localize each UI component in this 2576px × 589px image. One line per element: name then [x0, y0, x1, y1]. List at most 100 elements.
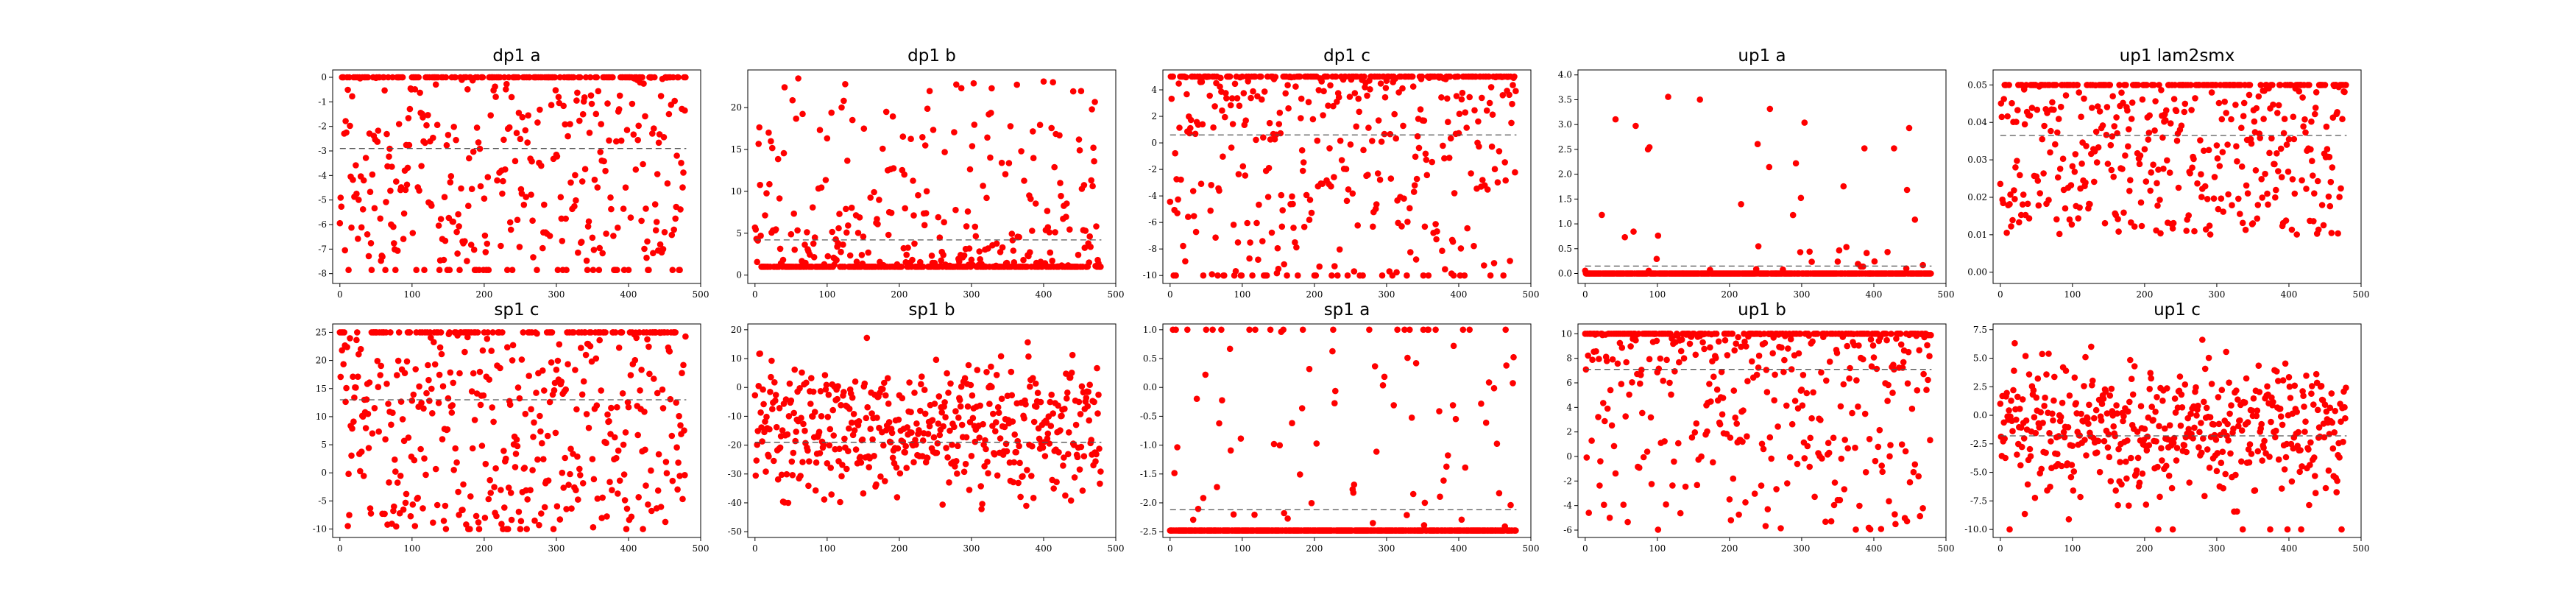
data-point — [1715, 338, 1722, 345]
data-point — [2201, 398, 2207, 406]
data-point — [567, 121, 573, 127]
data-point — [2258, 176, 2265, 183]
data-point — [1093, 223, 1100, 230]
data-point — [2056, 230, 2063, 238]
data-point — [885, 231, 892, 239]
data-point — [1618, 381, 1625, 387]
data-point — [603, 230, 609, 237]
data-point — [508, 94, 515, 101]
data-point — [1726, 496, 1733, 503]
data-point — [388, 421, 394, 428]
data-point — [1222, 90, 1229, 96]
data-point — [2128, 454, 2134, 462]
data-point — [1739, 438, 1746, 445]
data-point — [1795, 350, 1802, 357]
panel-title: up1 b — [1738, 300, 1786, 320]
data-point — [1095, 391, 1102, 398]
data-point — [480, 392, 487, 399]
data-point — [344, 523, 351, 529]
data-point — [2136, 161, 2143, 168]
x-tick-label: 200 — [1721, 289, 1738, 300]
x-tick-label: 400 — [1451, 543, 1468, 554]
data-point — [615, 225, 621, 231]
data-point — [631, 356, 639, 364]
data-point — [458, 185, 464, 192]
data-point — [541, 387, 548, 394]
data-point — [1208, 182, 1214, 188]
data-point — [851, 427, 858, 434]
data-point — [1456, 110, 1463, 117]
data-point — [2335, 230, 2341, 237]
data-point — [1646, 144, 1653, 151]
data-point — [2039, 420, 2046, 426]
data-point — [1406, 205, 1413, 212]
data-point — [342, 247, 349, 254]
data-point — [2013, 119, 2020, 125]
data-point — [649, 130, 656, 137]
data-point — [1493, 440, 1501, 447]
data-point — [1032, 380, 1039, 387]
data-point — [792, 437, 799, 445]
data-point — [863, 334, 871, 342]
data-point — [604, 513, 610, 520]
data-point — [1028, 473, 1035, 479]
data-point — [2204, 196, 2211, 202]
data-point — [2156, 197, 2163, 203]
data-point — [1817, 417, 1824, 423]
data-point — [394, 357, 402, 364]
data-point — [1192, 130, 1199, 138]
data-point — [1878, 526, 1885, 532]
data-point — [979, 501, 986, 507]
data-point — [583, 411, 590, 417]
data-point — [367, 188, 374, 196]
data-point — [508, 516, 515, 523]
data-point — [677, 206, 684, 213]
data-point — [1446, 155, 1453, 161]
y-tick-label: 0.02 — [1967, 192, 1987, 202]
data-point — [349, 93, 355, 100]
data-point — [830, 432, 837, 439]
data-point — [500, 448, 507, 454]
data-point — [967, 381, 974, 389]
data-point — [1669, 482, 1676, 489]
data-point — [1057, 427, 1064, 434]
data-point — [1478, 401, 1485, 407]
data-point — [1743, 343, 1749, 350]
data-point — [1075, 136, 1083, 143]
data-point — [958, 85, 965, 92]
data-point — [606, 137, 612, 144]
data-point — [1797, 249, 1804, 255]
data-point — [789, 96, 796, 104]
data-point — [1713, 331, 1720, 337]
data-point — [442, 74, 450, 81]
x-tick-label: 0 — [1998, 289, 2003, 300]
data-point — [1232, 268, 1239, 275]
data-point — [2076, 89, 2082, 96]
data-point — [1094, 410, 1101, 417]
data-point — [1863, 250, 1870, 257]
y-tick-label: -1.0 — [1140, 440, 1157, 451]
data-point — [2198, 194, 2205, 200]
data-point — [2069, 442, 2076, 449]
data-point — [1491, 166, 1498, 172]
y-tick-label: 2.5 — [1558, 144, 1572, 155]
data-point — [541, 504, 548, 511]
data-point — [400, 210, 408, 217]
data-point — [1214, 484, 1220, 490]
data-point — [516, 395, 523, 402]
data-point — [2152, 98, 2159, 105]
data-point — [1036, 121, 1044, 128]
data-point — [1847, 364, 1853, 372]
data-point — [2039, 135, 2045, 143]
data-point — [1646, 356, 1653, 363]
data-point — [1032, 200, 1039, 207]
data-point — [2266, 149, 2273, 157]
data-point — [2002, 454, 2009, 462]
data-point — [679, 370, 685, 377]
data-point — [1704, 428, 1710, 435]
data-point — [595, 267, 603, 274]
data-point — [776, 245, 784, 253]
data-point — [584, 267, 591, 274]
data-point — [944, 370, 950, 377]
data-point — [1354, 222, 1361, 229]
